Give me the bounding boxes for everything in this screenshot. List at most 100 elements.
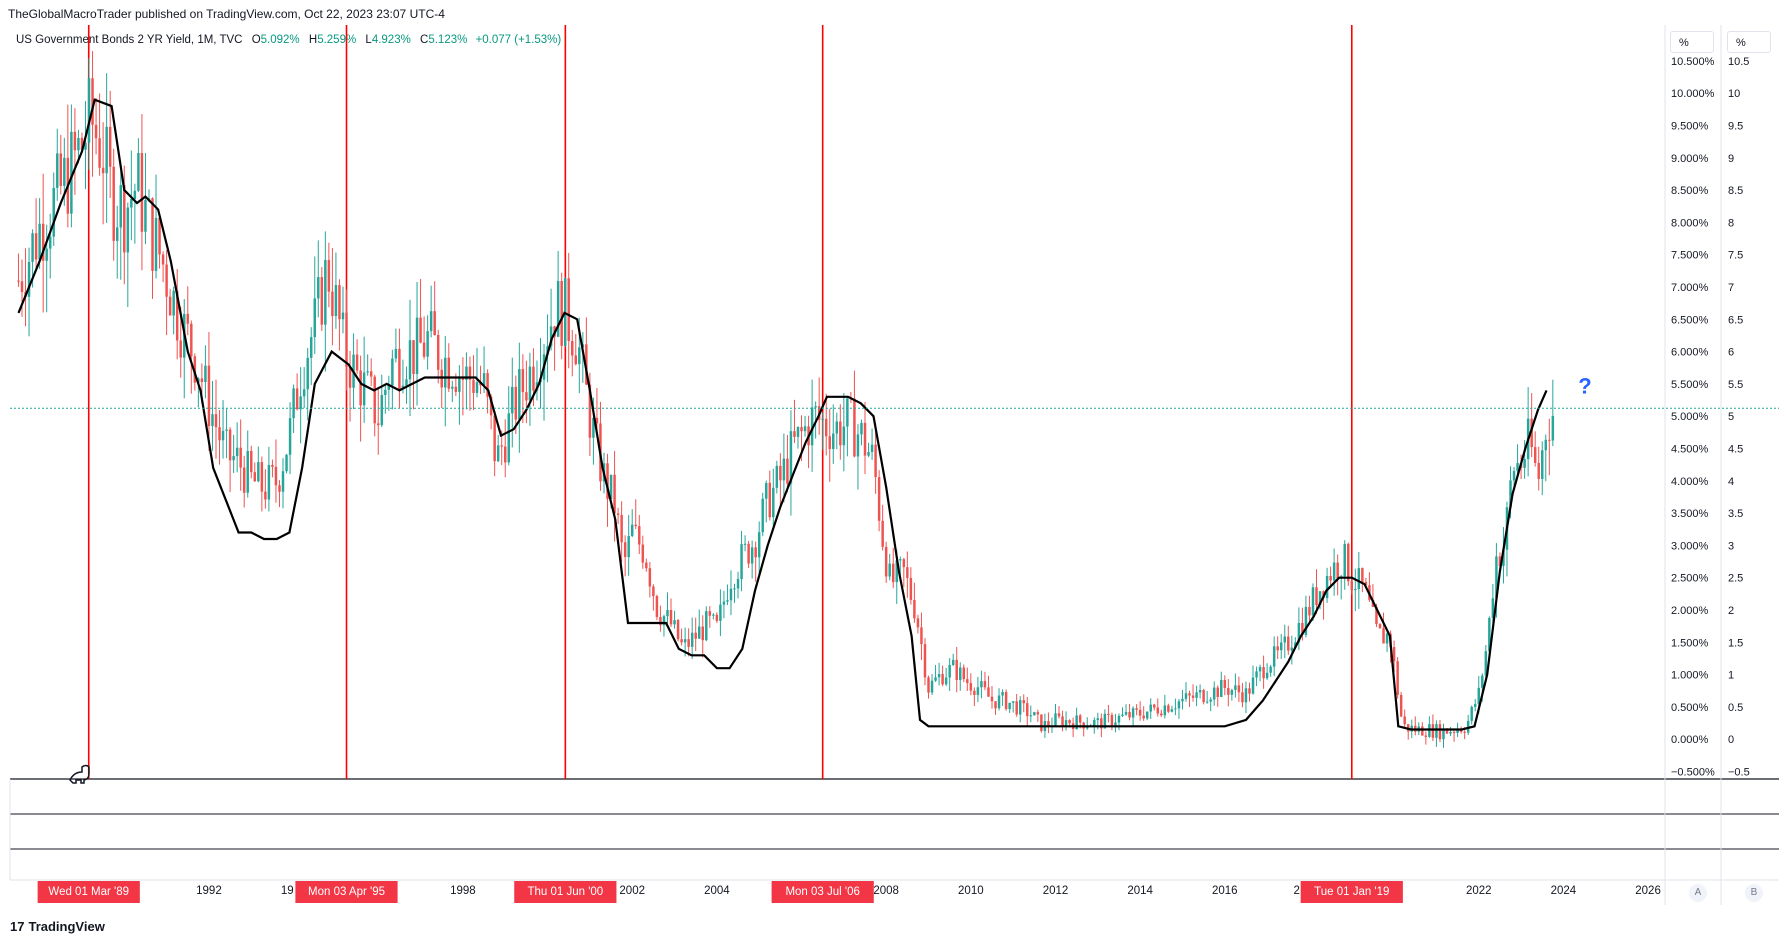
candle-body — [70, 131, 73, 214]
candle-body — [669, 610, 673, 625]
candle-body — [98, 138, 101, 168]
candle-body — [1329, 576, 1332, 581]
series-legend: US Government Bonds 2 YR Yield, 1M, TVC … — [16, 34, 561, 46]
candle-body — [884, 546, 888, 577]
candle-body — [652, 586, 655, 597]
candle-body — [1378, 624, 1382, 629]
candle-body — [1036, 712, 1040, 715]
candle-body — [257, 462, 260, 482]
tradingview-brand[interactable]: 17 TradingView — [10, 919, 105, 934]
candle-body — [719, 604, 722, 621]
candle-body — [860, 422, 863, 435]
candle-body — [101, 167, 105, 174]
candle-body — [341, 312, 345, 320]
axis-tick-label: −0.500% — [1671, 767, 1715, 779]
candle-body — [242, 467, 246, 493]
candle-body — [1279, 642, 1283, 651]
candle-body — [327, 259, 331, 292]
candle-body — [846, 398, 849, 427]
candle-body — [775, 465, 779, 488]
date-marker-label-bg — [1300, 881, 1403, 903]
candle-body — [743, 543, 747, 545]
axis-tick-label: 7 — [1728, 282, 1734, 294]
candle-body — [154, 217, 158, 271]
symbol-label[interactable]: US Government Bonds 2 YR Yield, 1M, TVC — [16, 34, 243, 46]
candle-body — [1484, 651, 1488, 676]
candle-body — [1121, 714, 1124, 716]
candle-body — [412, 340, 415, 374]
high-label: H — [308, 34, 318, 46]
scale-button-left[interactable]: % — [1670, 31, 1714, 53]
candle-body — [987, 687, 990, 697]
candle-body — [179, 340, 182, 358]
candle-body — [1198, 690, 1202, 693]
axis-tick-label: 2 — [1728, 605, 1734, 617]
candle-body — [394, 348, 398, 359]
axis-tick-label: 4.000% — [1671, 476, 1709, 488]
date-marker-label-bg — [514, 881, 617, 903]
date-marker-label: Tue 01 Jan '19 — [1314, 886, 1389, 898]
candle-body — [172, 290, 175, 316]
candle-body — [786, 458, 789, 484]
candle-body — [1350, 581, 1354, 591]
axis-tick-label: 10 — [1728, 88, 1740, 100]
candle-body — [648, 568, 652, 587]
candles — [17, 51, 1555, 748]
candle-body — [415, 317, 419, 374]
candle-body — [1332, 562, 1336, 581]
dinosaur-icon[interactable] — [69, 764, 90, 784]
candle-body — [990, 696, 994, 702]
candle-body — [80, 137, 84, 150]
candle-body — [214, 414, 218, 428]
scale-button-right[interactable]: % — [1727, 31, 1771, 53]
candle-body — [472, 379, 475, 394]
candle-body — [733, 588, 736, 590]
candle-body — [930, 680, 934, 693]
candle-body — [1491, 598, 1495, 618]
time-tick-label: 2002 — [619, 885, 645, 897]
candle-body — [966, 679, 969, 684]
candle-body — [486, 373, 489, 397]
candle-body — [87, 78, 91, 143]
candle-body — [1188, 693, 1191, 696]
button-a[interactable]: A — [1689, 884, 1707, 902]
candle-body — [1470, 706, 1473, 721]
candle-body — [1523, 459, 1526, 468]
time-tick-label: 2016 — [1212, 885, 1238, 897]
candle-body — [863, 422, 867, 456]
candle-body — [747, 543, 750, 564]
candle-body — [317, 277, 320, 299]
candle-body — [115, 227, 119, 241]
candle-body — [1096, 718, 1100, 721]
candle-body — [1205, 701, 1209, 703]
candle-body — [1138, 709, 1142, 716]
axis-tick-label: 5 — [1728, 411, 1734, 423]
candle-body — [1202, 690, 1205, 703]
candle-body — [839, 421, 842, 446]
candle-body — [260, 462, 264, 492]
candle-body — [454, 386, 458, 392]
candle-body — [574, 355, 578, 365]
candle-body — [683, 639, 687, 643]
candle-body — [175, 290, 179, 341]
axis-tick-label: 6.000% — [1671, 347, 1709, 359]
time-tick-label: 2024 — [1551, 885, 1577, 897]
date-marker-label-bg — [37, 881, 140, 903]
candle-body — [595, 417, 599, 424]
candle-body — [1287, 636, 1290, 651]
change-value: +0.077 (+1.53%) — [475, 34, 562, 46]
candle-body — [1530, 418, 1533, 448]
candle-body — [1272, 646, 1276, 667]
candle-body — [1255, 671, 1258, 678]
candle-body — [514, 386, 518, 420]
candle-body — [1251, 677, 1255, 694]
candle-body — [705, 611, 708, 641]
button-b[interactable]: B — [1745, 884, 1763, 902]
candle-body — [1145, 711, 1149, 719]
candle-body — [207, 365, 211, 427]
candle-body — [1421, 726, 1424, 736]
axis-tick-label: 10.5 — [1728, 56, 1749, 68]
candle-body — [119, 185, 122, 228]
candle-body — [803, 426, 807, 432]
